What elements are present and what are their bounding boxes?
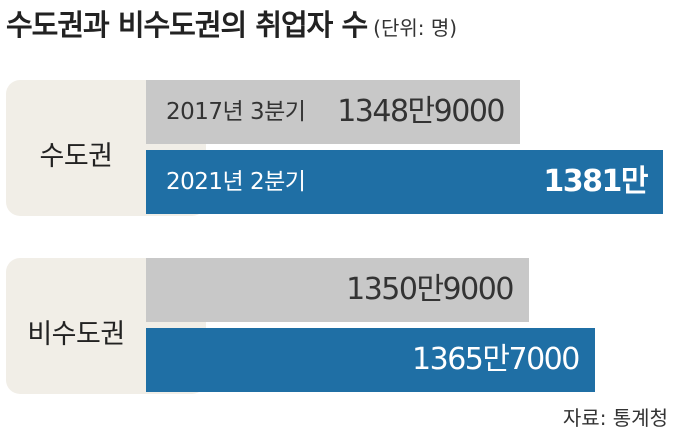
data-label: 1350만9000 — [346, 272, 514, 307]
data-label: 1381만 — [543, 164, 648, 199]
data-label: 1348만9000 — [337, 94, 505, 129]
series-label: 2017년 3분기 — [166, 99, 306, 125]
chart-title: 수도권과 비수도권의 취업자 수 (단위: 명) — [6, 2, 457, 44]
category-label-capital: 수도권 — [39, 141, 113, 172]
bar-capital-2017q3: 2017년 3분기 1348만9000 — [146, 80, 520, 144]
category-label-noncapital: 비수도권 — [27, 319, 125, 350]
source-note: 자료: 통계청 — [562, 406, 668, 430]
bar-noncapital-2021q2: 1365만7000 — [146, 328, 595, 392]
unit-label: (단위: 명) — [373, 16, 458, 40]
bar-capital-2021q2: 2021년 2분기 1381만 — [146, 150, 663, 214]
bar-noncapital-2017q3: 1350만9000 — [146, 258, 529, 322]
series-label: 2021년 2분기 — [166, 169, 306, 195]
data-label: 1365만7000 — [412, 342, 580, 377]
chart-title-text: 수도권과 비수도권의 취업자 수 — [6, 8, 368, 42]
